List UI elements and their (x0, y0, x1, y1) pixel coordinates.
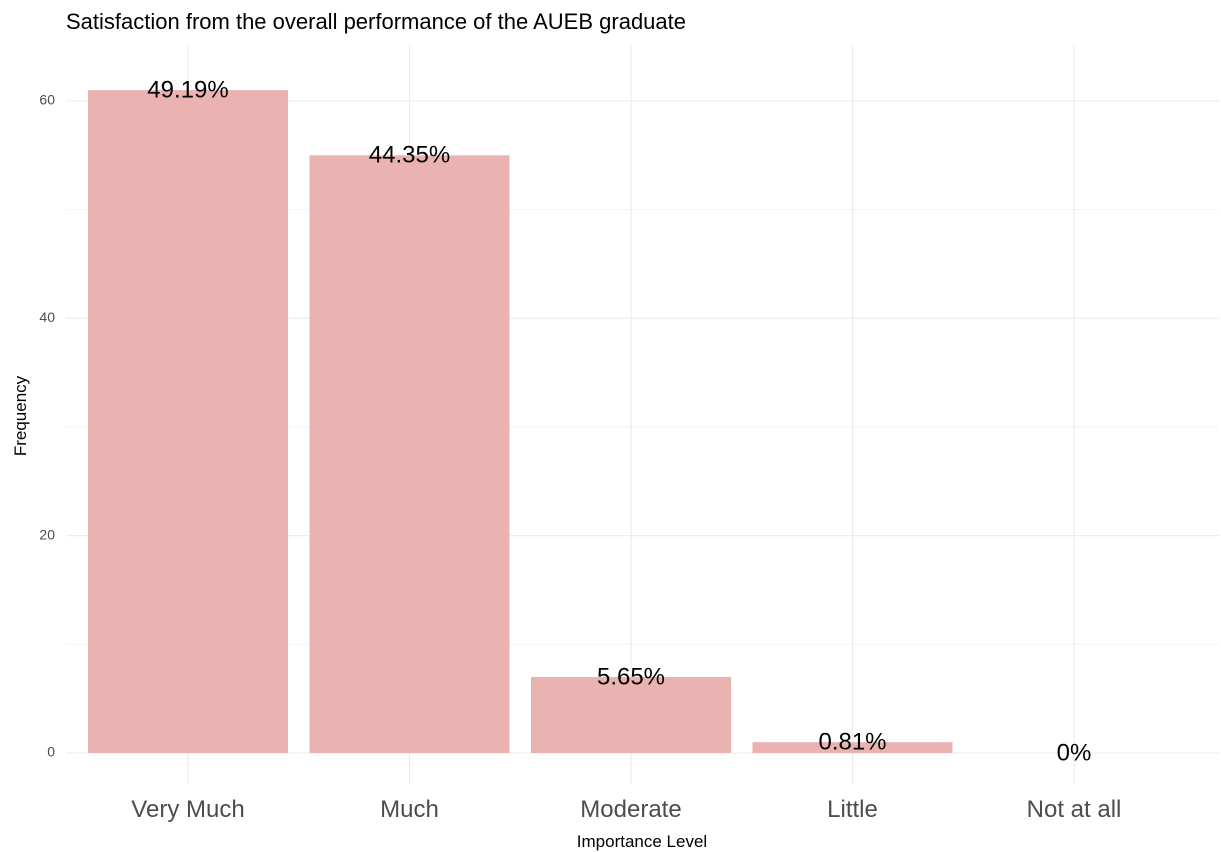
x-tick-label: Moderate (580, 796, 681, 823)
bars (88, 90, 953, 754)
x-axis-title: Importance Level (577, 832, 707, 851)
bar-data-label: 44.35% (369, 142, 450, 169)
x-axis-ticks: Very Much Much Moderate Little Not at all (131, 796, 1121, 823)
y-tick-label: 60 (39, 92, 55, 108)
bar-data-label: 5.65% (597, 663, 665, 690)
bar (309, 155, 510, 754)
y-tick-label: 0 (47, 744, 55, 760)
y-axis-ticks: 0 20 40 60 (39, 92, 55, 760)
bar (752, 742, 953, 753)
x-tick-label: Very Much (131, 796, 244, 823)
x-tick-label: Not at all (1027, 796, 1122, 823)
x-tick-label: Little (827, 796, 878, 823)
bar-data-label: 0% (1057, 739, 1092, 766)
bar-data-label: 0.81% (818, 728, 886, 755)
y-axis-title: Frequency (11, 375, 30, 456)
bar-labels: 49.19% 44.35% 5.65% 0.81% 0% (147, 76, 1091, 766)
bar (88, 90, 288, 754)
chart-title: Satisfaction from the overall performanc… (66, 9, 686, 34)
y-tick-label: 20 (39, 526, 55, 542)
bar-data-label: 49.19% (147, 76, 228, 103)
x-tick-label: Much (380, 796, 439, 823)
bar (531, 676, 731, 753)
y-tick-label: 40 (39, 309, 55, 325)
